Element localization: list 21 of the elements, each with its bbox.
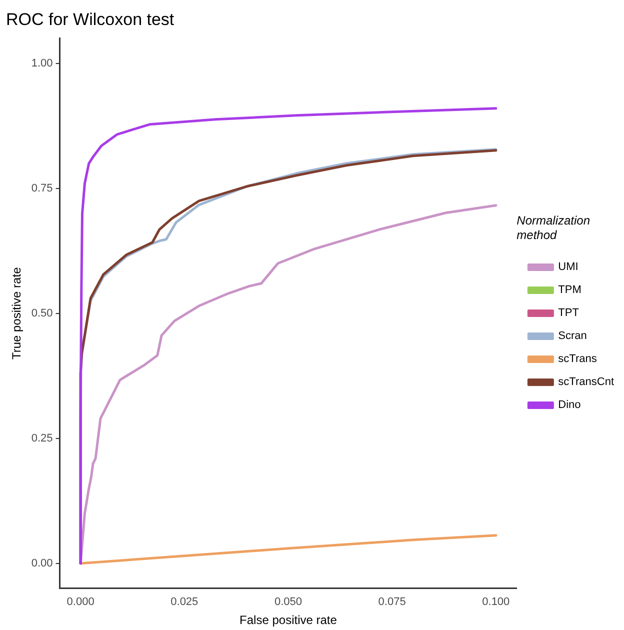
legend-title: Normalization method: [516, 214, 590, 242]
legend-label: Dino: [558, 399, 581, 412]
legend-label: TPM: [558, 284, 582, 296]
x-tick-label: 0.050: [274, 596, 302, 608]
legend-label: UMI: [558, 261, 578, 274]
y-tick-label: 0.50: [31, 307, 53, 320]
legend-label: TPT: [558, 307, 580, 320]
chart-title: ROC for Wilcoxon test: [6, 10, 174, 29]
y-tick-label: 0.75: [31, 182, 53, 194]
x-tick-label: 0.025: [170, 596, 198, 608]
x-tick-label: 0.000: [66, 596, 94, 608]
legend-label: Scran: [558, 330, 587, 342]
x-tick-label: 0.075: [378, 596, 406, 608]
x-axis-title: False positive rate: [240, 613, 338, 628]
x-tick-label: 0.100: [482, 596, 510, 608]
legend-label: scTrans: [558, 353, 598, 366]
y-tick-label: 1.00: [31, 57, 53, 70]
y-tick-label: 0.00: [31, 557, 53, 570]
y-axis-title: True positive rate: [10, 266, 24, 360]
legend-label: scTransCnt: [558, 376, 614, 388]
y-tick-label: 0.25: [31, 432, 53, 444]
